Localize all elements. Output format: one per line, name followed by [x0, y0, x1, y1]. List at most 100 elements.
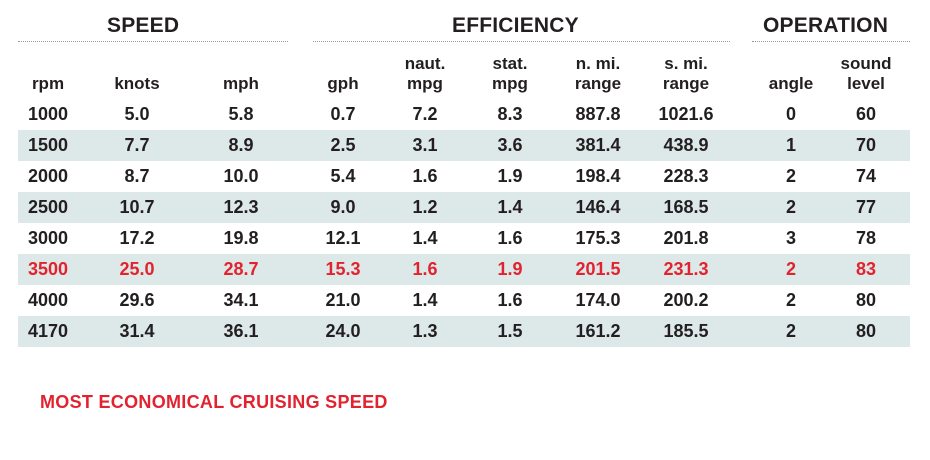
cell-s-mi-range: 231.3 [663, 259, 709, 279]
table-row: 2000 8.7 10.0 5.4 1.6 1.9 198.4 228.3 2 74 [18, 161, 910, 192]
group-title-speed: SPEED [107, 14, 180, 37]
cell-n-mi-range: 161.2 [575, 321, 621, 341]
table-row: 3000 17.2 19.8 12.1 1.4 1.6 175.3 201.8 3 78 [18, 223, 910, 254]
cell-stat-mpg: 1.4 [497, 197, 523, 217]
cell-rpm: 3000 [27, 228, 69, 248]
cell-angle: 2 [785, 321, 796, 341]
cell-stat-mpg: 1.5 [497, 321, 523, 341]
column-header-line2: gph [327, 74, 359, 93]
table-row: 1000 5.0 5.8 0.7 7.2 8.3 887.8 1021.6 0 60 [18, 99, 910, 130]
group-title-efficiency: EFFICIENCY [452, 14, 579, 37]
column-header-angle: angle [749, 50, 833, 94]
table-row: 4170 31.4 36.1 24.0 1.3 1.5 161.2 185.5 2 80 [18, 316, 910, 347]
cell-sound-level: 74 [855, 166, 877, 186]
column-header-line2: angle [768, 74, 814, 93]
column-header-line2: level [847, 74, 885, 93]
table-row-highlighted: 3500 25.0 28.7 15.3 1.6 1.9 201.5 231.3 2 83 [18, 254, 910, 285]
cell-mph: 10.0 [223, 166, 259, 186]
column-header-line2: knots [114, 74, 160, 93]
cell-knots: 5.0 [124, 104, 150, 124]
column-header-line2: mpg [407, 74, 443, 93]
group-divider-speed [18, 41, 288, 42]
column-header-naut-mpg: naut. mpg [383, 50, 467, 94]
cell-s-mi-range: 1021.6 [658, 104, 714, 124]
cell-rpm: 3500 [27, 259, 69, 279]
column-header-line1: sound [840, 54, 892, 73]
cell-n-mi-range: 887.8 [575, 104, 621, 124]
cell-n-mi-range: 146.4 [575, 197, 621, 217]
cell-naut-mpg: 1.6 [412, 259, 438, 279]
cell-angle: 3 [785, 228, 796, 248]
cell-mph: 19.8 [223, 228, 259, 248]
cell-gph: 9.0 [330, 197, 356, 217]
cell-naut-mpg: 1.3 [412, 321, 438, 341]
column-header-line2: mpg [492, 74, 528, 93]
cell-n-mi-range: 175.3 [575, 228, 621, 248]
group-divider-operation [752, 41, 910, 42]
cell-knots: 10.7 [119, 197, 155, 217]
cell-naut-mpg: 1.6 [412, 166, 438, 186]
cell-n-mi-range: 201.5 [575, 259, 621, 279]
column-header-gph: gph [301, 50, 385, 94]
cell-mph: 34.1 [223, 290, 259, 310]
column-header-n-mi-range: n. mi. range [556, 50, 640, 94]
cell-s-mi-range: 185.5 [663, 321, 709, 341]
cell-s-mi-range: 228.3 [663, 166, 709, 186]
cell-stat-mpg: 8.3 [497, 104, 523, 124]
cell-naut-mpg: 7.2 [412, 104, 438, 124]
cell-rpm: 1500 [27, 135, 69, 155]
column-header-s-mi-range: s. mi. range [644, 50, 728, 94]
footnote-legend: MOST ECONOMICAL CRUISING SPEED [40, 392, 388, 412]
cell-sound-level: 77 [855, 197, 877, 217]
cell-mph: 36.1 [223, 321, 259, 341]
cell-gph: 24.0 [325, 321, 361, 341]
column-header-line1: s. mi. [664, 54, 708, 73]
cell-rpm: 2000 [27, 166, 69, 186]
cell-stat-mpg: 1.6 [497, 290, 523, 310]
column-header-line2: mph [223, 74, 259, 93]
cell-stat-mpg: 1.6 [497, 228, 523, 248]
column-header-sound-level: sound level [824, 50, 908, 94]
cell-stat-mpg: 3.6 [497, 135, 523, 155]
cell-angle: 2 [785, 166, 796, 186]
column-header-rpm: rpm [6, 50, 90, 94]
cell-angle: 2 [785, 197, 796, 217]
cell-sound-level: 78 [855, 228, 877, 248]
cell-stat-mpg: 1.9 [497, 166, 523, 186]
cell-mph: 28.7 [223, 259, 259, 279]
cell-angle: 1 [785, 135, 796, 155]
column-header-knots: knots [95, 50, 179, 94]
cell-sound-level: 80 [855, 290, 877, 310]
column-header-line1: stat. [492, 54, 528, 73]
cell-s-mi-range: 168.5 [663, 197, 709, 217]
column-header-stat-mpg: stat. mpg [468, 50, 552, 94]
cell-n-mi-range: 381.4 [575, 135, 621, 155]
cell-s-mi-range: 201.8 [663, 228, 709, 248]
cell-s-mi-range: 200.2 [663, 290, 709, 310]
cell-knots: 25.0 [119, 259, 155, 279]
cell-angle: 2 [785, 259, 796, 279]
cell-sound-level: 70 [855, 135, 877, 155]
cell-gph: 12.1 [325, 228, 361, 248]
table-row: 4000 29.6 34.1 21.0 1.4 1.6 174.0 200.2 2 80 [18, 285, 910, 316]
cell-gph: 2.5 [330, 135, 356, 155]
table-row: 1500 7.7 8.9 2.5 3.1 3.6 381.4 438.9 1 70 [18, 130, 910, 161]
cell-naut-mpg: 1.4 [412, 228, 438, 248]
column-header-line2: rpm [31, 74, 65, 93]
cell-knots: 17.2 [119, 228, 155, 248]
cell-rpm: 4000 [27, 290, 69, 310]
cell-rpm: 1000 [27, 104, 69, 124]
cell-mph: 5.8 [228, 104, 254, 124]
cell-gph: 21.0 [325, 290, 361, 310]
cell-knots: 8.7 [124, 166, 150, 186]
table-row: 2500 10.7 12.3 9.0 1.2 1.4 146.4 168.5 2 77 [18, 192, 910, 223]
cell-gph: 15.3 [325, 259, 361, 279]
cell-naut-mpg: 3.1 [412, 135, 438, 155]
cell-angle: 2 [785, 290, 796, 310]
cell-sound-level: 60 [855, 104, 877, 124]
cell-gph: 0.7 [330, 104, 356, 124]
cell-knots: 31.4 [119, 321, 155, 341]
column-header-line2: range [662, 74, 710, 93]
group-divider-efficiency [313, 41, 730, 42]
column-header-line1: n. mi. [575, 54, 621, 73]
